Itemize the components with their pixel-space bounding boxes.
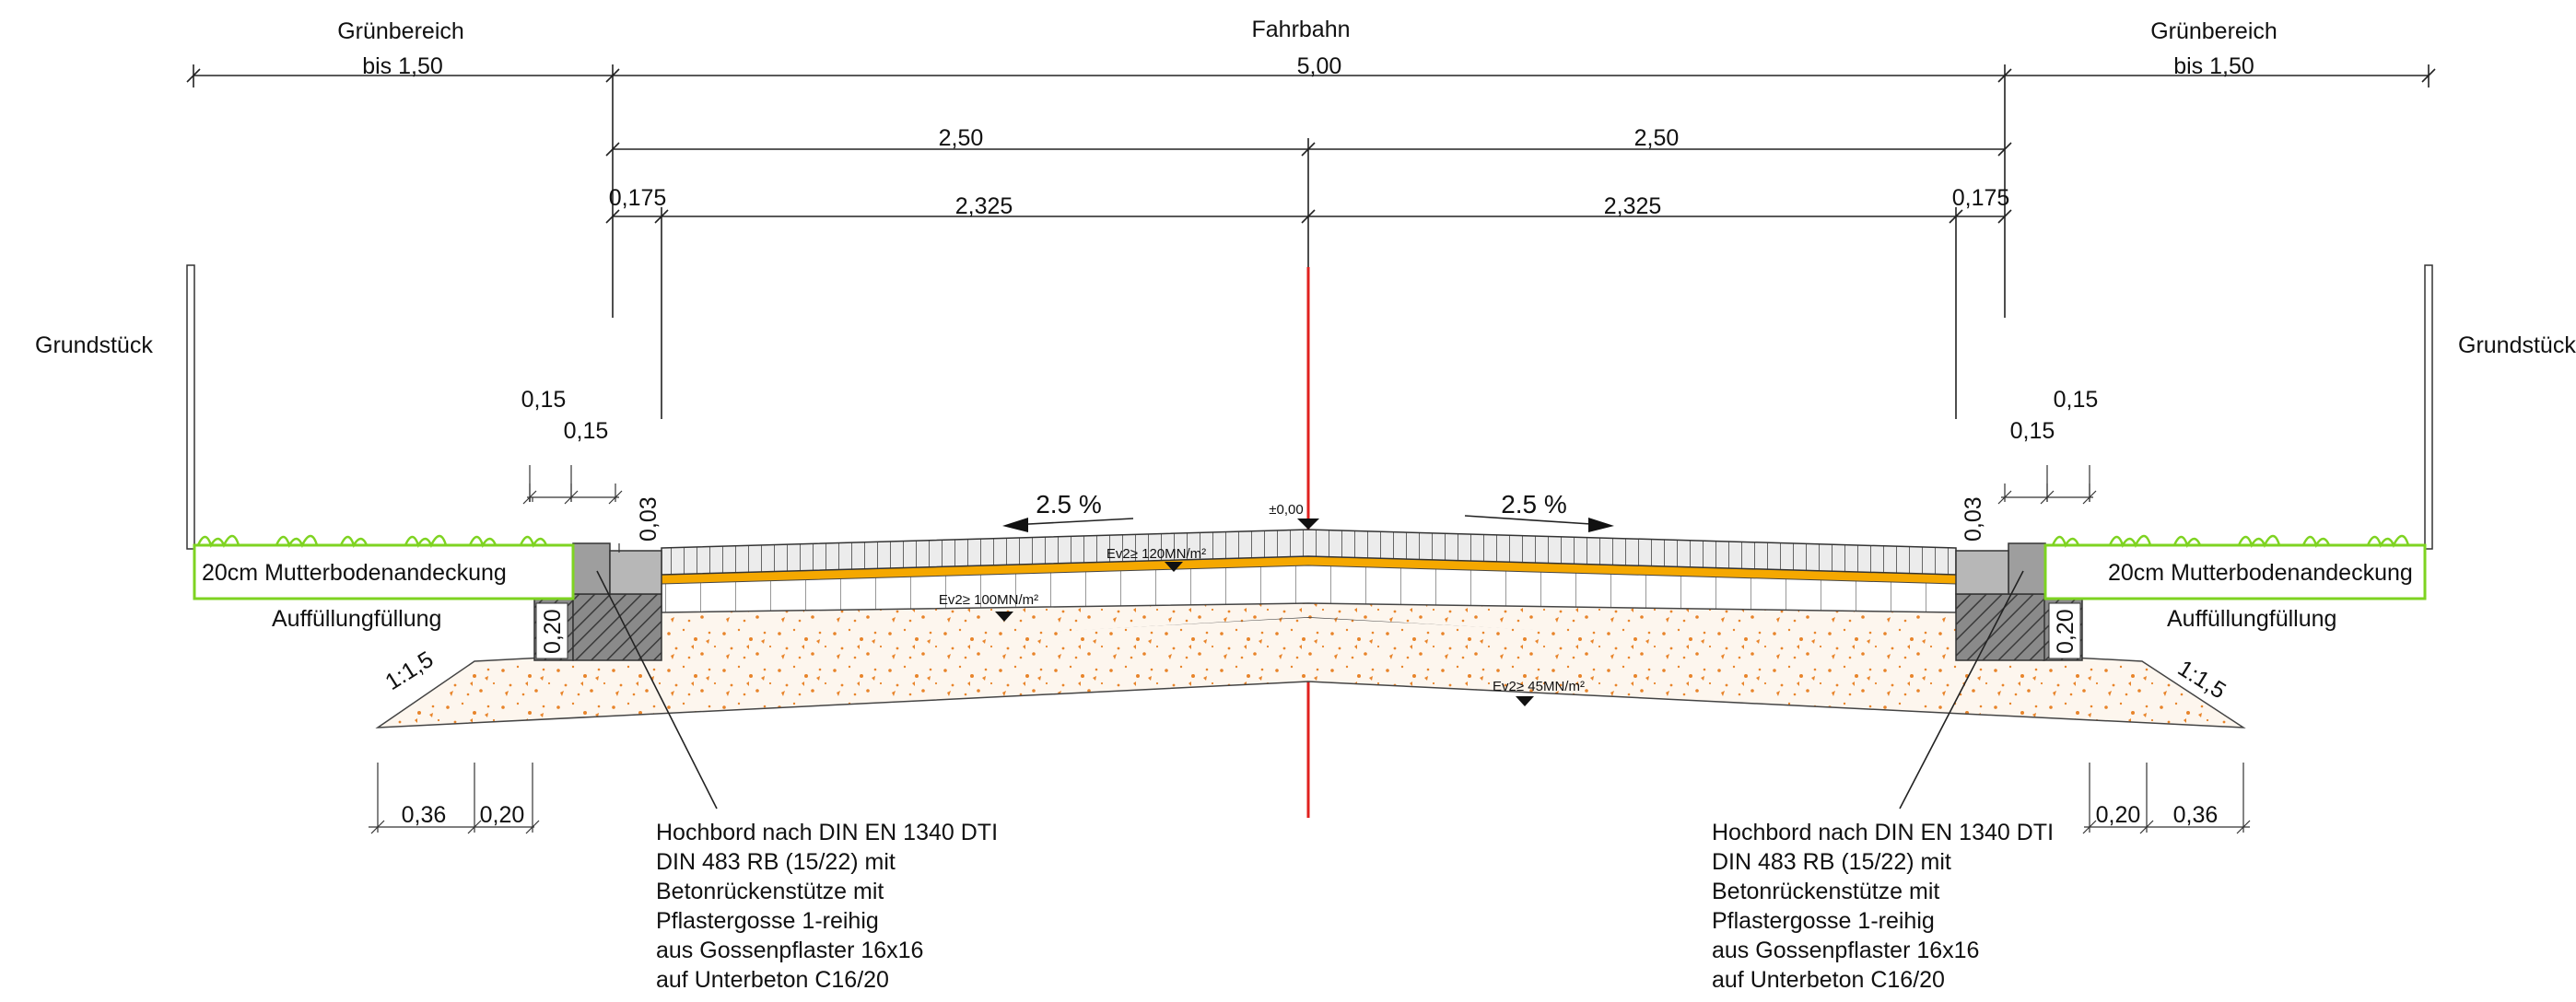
curb-note-left: Hochbord nach DIN EN 1340 DTI DIN 483 RB… [656, 820, 998, 993]
dimension-chain-half [605, 138, 2012, 267]
note-right-line: auf Unterbeton C16/20 [1712, 967, 1945, 993]
grundstueck-right-label: Grundstück [2458, 332, 2576, 358]
half-left-width: 2,50 [939, 125, 984, 151]
dimension-chain-lanes [605, 207, 2012, 419]
half-right-width: 2,50 [1634, 125, 1680, 151]
note-right-line: Pflastergosse 1-reihig [1712, 908, 1935, 934]
base-right-a-width: 0,20 [2096, 802, 2141, 828]
mutterboden-left-label: 20cm Mutterbodenandeckung [202, 560, 507, 586]
property-post-left [186, 264, 195, 550]
slope-right-label: 2.5 % [1501, 490, 1567, 518]
slope-arrow-left [1002, 518, 1134, 532]
zero-level-label: ±0,00 [1269, 502, 1303, 518]
zero-level-marker [1297, 518, 1319, 530]
ev2-100-marker [995, 612, 1013, 622]
note-right-line: Hochbord nach DIN EN 1340 DTI [1712, 820, 2054, 845]
auffuellung-left-label: Auffüllungfüllung [272, 606, 441, 632]
ev2-120-marker [1165, 562, 1183, 572]
gruen-right-label: Grünbereich [2150, 18, 2277, 44]
note-right-line: aus Gossenpflaster 16x16 [1712, 938, 1979, 963]
topsoil-left [193, 534, 575, 600]
curb-inner-left-width: 0,15 [564, 418, 609, 444]
auffuellung-right-label: Auffüllungfüllung [2167, 606, 2336, 632]
base-dimensions-left [369, 763, 540, 834]
note-left-line: aus Gossenpflaster 16x16 [656, 938, 923, 963]
depth-left-box [535, 602, 568, 659]
base-dimensions-right [2082, 763, 2251, 834]
depth-right-box [2048, 602, 2081, 659]
leader-line-left [596, 570, 718, 810]
property-post-right [2424, 264, 2433, 550]
rise-left-height: 0,03 [636, 496, 662, 542]
curb-left-width: 0,175 [609, 185, 667, 211]
curb-inner-right-width: 0,15 [2010, 418, 2055, 444]
grundstueck-left-label: Grundstück [35, 332, 153, 358]
ev2-120-label: Ev2≥ 120MN/m² [1107, 546, 1206, 562]
leader-line-right [1899, 570, 2024, 810]
embank-left-label: 1:1,5 [381, 647, 438, 695]
base-left-b-width: 0,20 [480, 802, 525, 828]
lane-left-width: 2,325 [955, 193, 1013, 219]
gruen-right-width: bis 1,50 [2173, 53, 2254, 79]
ev2-45-marker [1516, 696, 1534, 706]
note-right-line: DIN 483 RB (15/22) mit [1712, 849, 1951, 875]
note-left-line: Hochbord nach DIN EN 1340 DTI [656, 820, 998, 845]
curb-dimensions-left [522, 484, 623, 553]
frost-protection-layer [375, 616, 2246, 728]
lane-right-width: 2,325 [1604, 193, 1662, 219]
curb-left [533, 542, 662, 661]
mutterboden-right-label: 20cm Mutterbodenandeckung [2108, 560, 2413, 586]
base-right-b-width: 0,36 [2173, 802, 2219, 828]
note-left-line: Pflastergosse 1-reihig [656, 908, 879, 934]
ev2-100-label: Ev2≥ 100MN/m² [939, 592, 1038, 608]
gruen-left-width: bis 1,50 [362, 53, 443, 79]
road-total-width: 5,00 [1297, 53, 1342, 79]
depth-right-height: 0,20 [2053, 609, 2078, 654]
note-right-line: Betonrückenstütze mit [1712, 879, 1939, 904]
gruen-left-label: Grünbereich [337, 18, 464, 44]
slope-arrow-right [1464, 515, 1614, 532]
curb-right-width: 0,175 [1952, 185, 2010, 211]
ev2-45-label: Ev2≥ 45MN/m² [1493, 679, 1585, 694]
topsoil-right [2043, 534, 2427, 600]
note-left-line: Betonrückenstütze mit [656, 879, 884, 904]
dimension-chain-top [186, 64, 2436, 318]
rise-right-height: 0,03 [1961, 496, 1986, 542]
note-left-line: auf Unterbeton C16/20 [656, 967, 889, 993]
note-left-line: DIN 483 RB (15/22) mit [656, 849, 896, 875]
curb-outer-left-width: 0,15 [521, 387, 567, 413]
curb-outer-right-width: 0,15 [2054, 387, 2099, 413]
base-layer-fill [539, 603, 2078, 661]
base-left-a-width: 0,36 [402, 802, 447, 828]
fahrbahn-label: Fahrbahn [1251, 17, 1350, 42]
slope-left-label: 2.5 % [1036, 490, 1102, 518]
depth-left-height: 0,20 [540, 609, 566, 654]
curb-note-right: Hochbord nach DIN EN 1340 DTI DIN 483 RB… [1712, 820, 2054, 993]
